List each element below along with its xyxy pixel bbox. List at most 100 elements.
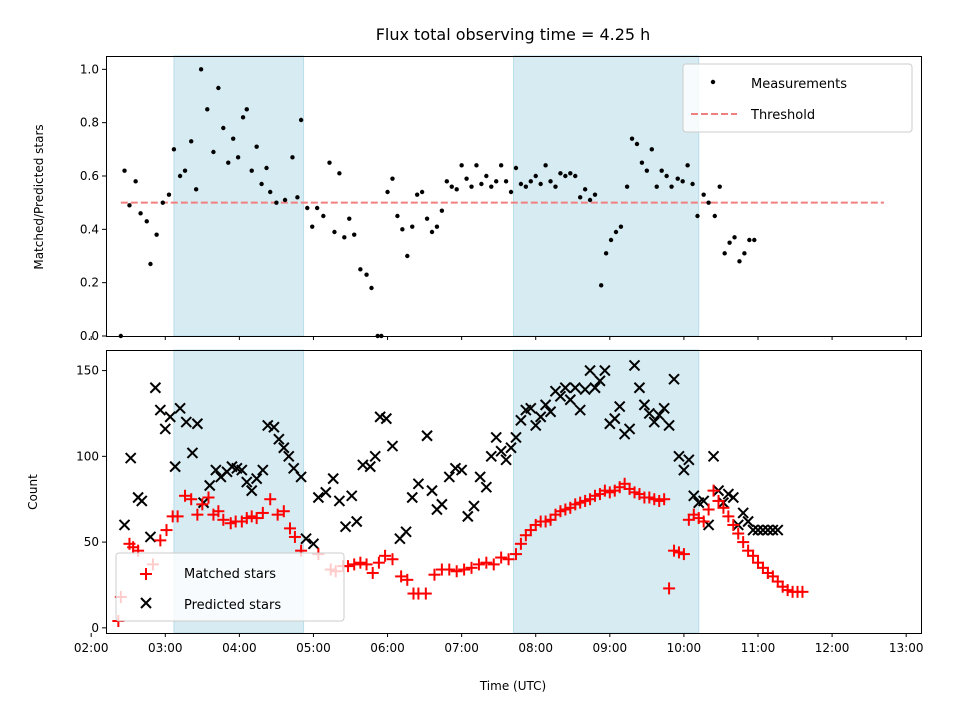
y-tick-label: 150 [76, 364, 99, 378]
measurement-point [122, 168, 127, 173]
predicted-star-point [250, 472, 263, 485]
top-legend-box [682, 63, 913, 133]
predicted-star-point [204, 479, 216, 492]
predicted-star-point [174, 402, 186, 415]
measurement-point [405, 253, 410, 259]
matched-star-point [185, 493, 198, 506]
measurement-point [268, 189, 273, 195]
measurement-point [649, 147, 655, 152]
legend-matched-marker [140, 568, 152, 580]
measurement-point [712, 213, 717, 219]
matched-star-point [796, 585, 809, 598]
top-panel: 0.0 0.2 0.4 0.6 0.8 1.0 Matched/Predicted sta… [32, 55, 922, 343]
measurement-point [722, 251, 727, 256]
legend-matched-label: Matched stars [184, 567, 276, 582]
x-tick-label: 02:00 [74, 641, 109, 655]
measurement-point [484, 173, 489, 179]
measurement-point [618, 224, 624, 229]
measurement-point [675, 176, 680, 181]
matched-star-point [487, 558, 500, 571]
measurement-point [732, 235, 737, 240]
predicted-star-point [747, 524, 759, 536]
predicted-star-point [628, 359, 641, 372]
predicted-star-point [742, 515, 754, 528]
measurement-point [680, 179, 685, 184]
matched-star-point [179, 489, 192, 502]
matched-star-point [722, 510, 735, 523]
predicted-star-point [722, 488, 735, 500]
predicted-star-point [333, 495, 346, 507]
predicted-star-point [707, 450, 720, 463]
matched-star-point [283, 522, 296, 535]
measurement-point [171, 147, 177, 152]
measurement-point [747, 237, 752, 243]
measurement-point [464, 176, 469, 181]
predicted-star-point [638, 399, 651, 411]
predicted-star-point [495, 445, 507, 457]
predicted-star-point [643, 407, 656, 420]
predicted-star-point [241, 476, 253, 488]
matched-star-point [747, 549, 760, 562]
matched-star-point [712, 494, 725, 507]
measurement-point [347, 216, 352, 221]
predicted-star-point [462, 510, 474, 523]
predicted-star-point [455, 464, 468, 476]
measurement-point [133, 179, 138, 184]
matched-star-point [160, 524, 173, 537]
measurement-point [332, 229, 337, 235]
top-y-axis-label: Matched/Predicted stars [32, 124, 46, 269]
measurement-point [603, 251, 609, 256]
predicted-star-point [159, 423, 171, 435]
predicted-star-point [539, 399, 552, 411]
measurement-point [358, 267, 363, 272]
top-axes-frame [106, 56, 922, 337]
matched-star-point [658, 493, 671, 506]
predicted-star-point [569, 382, 581, 394]
predicted-star-point [268, 421, 280, 433]
bottom-legend-box [115, 552, 345, 622]
predicted-star-point [510, 431, 522, 444]
measurement-point [321, 213, 326, 219]
measurement-point [244, 107, 249, 112]
measurement-point [364, 272, 369, 277]
predicted-star-point [236, 464, 248, 476]
x-tick-label: 10:00 [667, 641, 702, 655]
predicted-star-point [443, 471, 455, 483]
predicted-star-point [300, 532, 312, 545]
measurement-point [706, 200, 711, 205]
matched-star-point [264, 493, 277, 506]
shaded-interval [173, 55, 305, 337]
measurement-point [553, 184, 558, 189]
predicted-star-point [599, 364, 611, 377]
predicted-star-point [559, 382, 572, 394]
top-y-ticks: 0.0 0.2 0.4 0.6 0.8 1.0 [80, 62, 106, 343]
measurement-point [613, 229, 619, 235]
measurement-point [494, 179, 499, 184]
predicted-star-point [505, 442, 517, 454]
measurement-point [508, 189, 514, 195]
predicted-star-point [169, 460, 181, 473]
matched-star-point [732, 527, 745, 540]
measurement-point [717, 184, 722, 189]
measurement-point [592, 192, 598, 197]
predicted-star-point [594, 375, 606, 387]
y-tick-label: 0.6 [80, 169, 99, 183]
predicted-star-point [295, 471, 307, 483]
matched-star-point [717, 501, 730, 514]
measurement-point [211, 149, 216, 155]
matched-star-point [514, 537, 527, 550]
measurement-point [558, 171, 563, 176]
predicted-star-point [369, 450, 381, 463]
predicted-star-point [210, 464, 222, 476]
predicted-star-point [633, 382, 646, 394]
measurement-point [310, 224, 315, 229]
y-tick-label: 0.0 [80, 329, 99, 343]
y-tick-label: 0.8 [80, 116, 99, 130]
predicted-star-point [312, 491, 325, 504]
matched-star-point [256, 506, 269, 519]
measurement-point [400, 227, 405, 232]
measurement-point [654, 184, 659, 189]
measurement-point [314, 205, 320, 211]
measurement-point [685, 163, 690, 168]
matched-star-point [737, 536, 750, 549]
